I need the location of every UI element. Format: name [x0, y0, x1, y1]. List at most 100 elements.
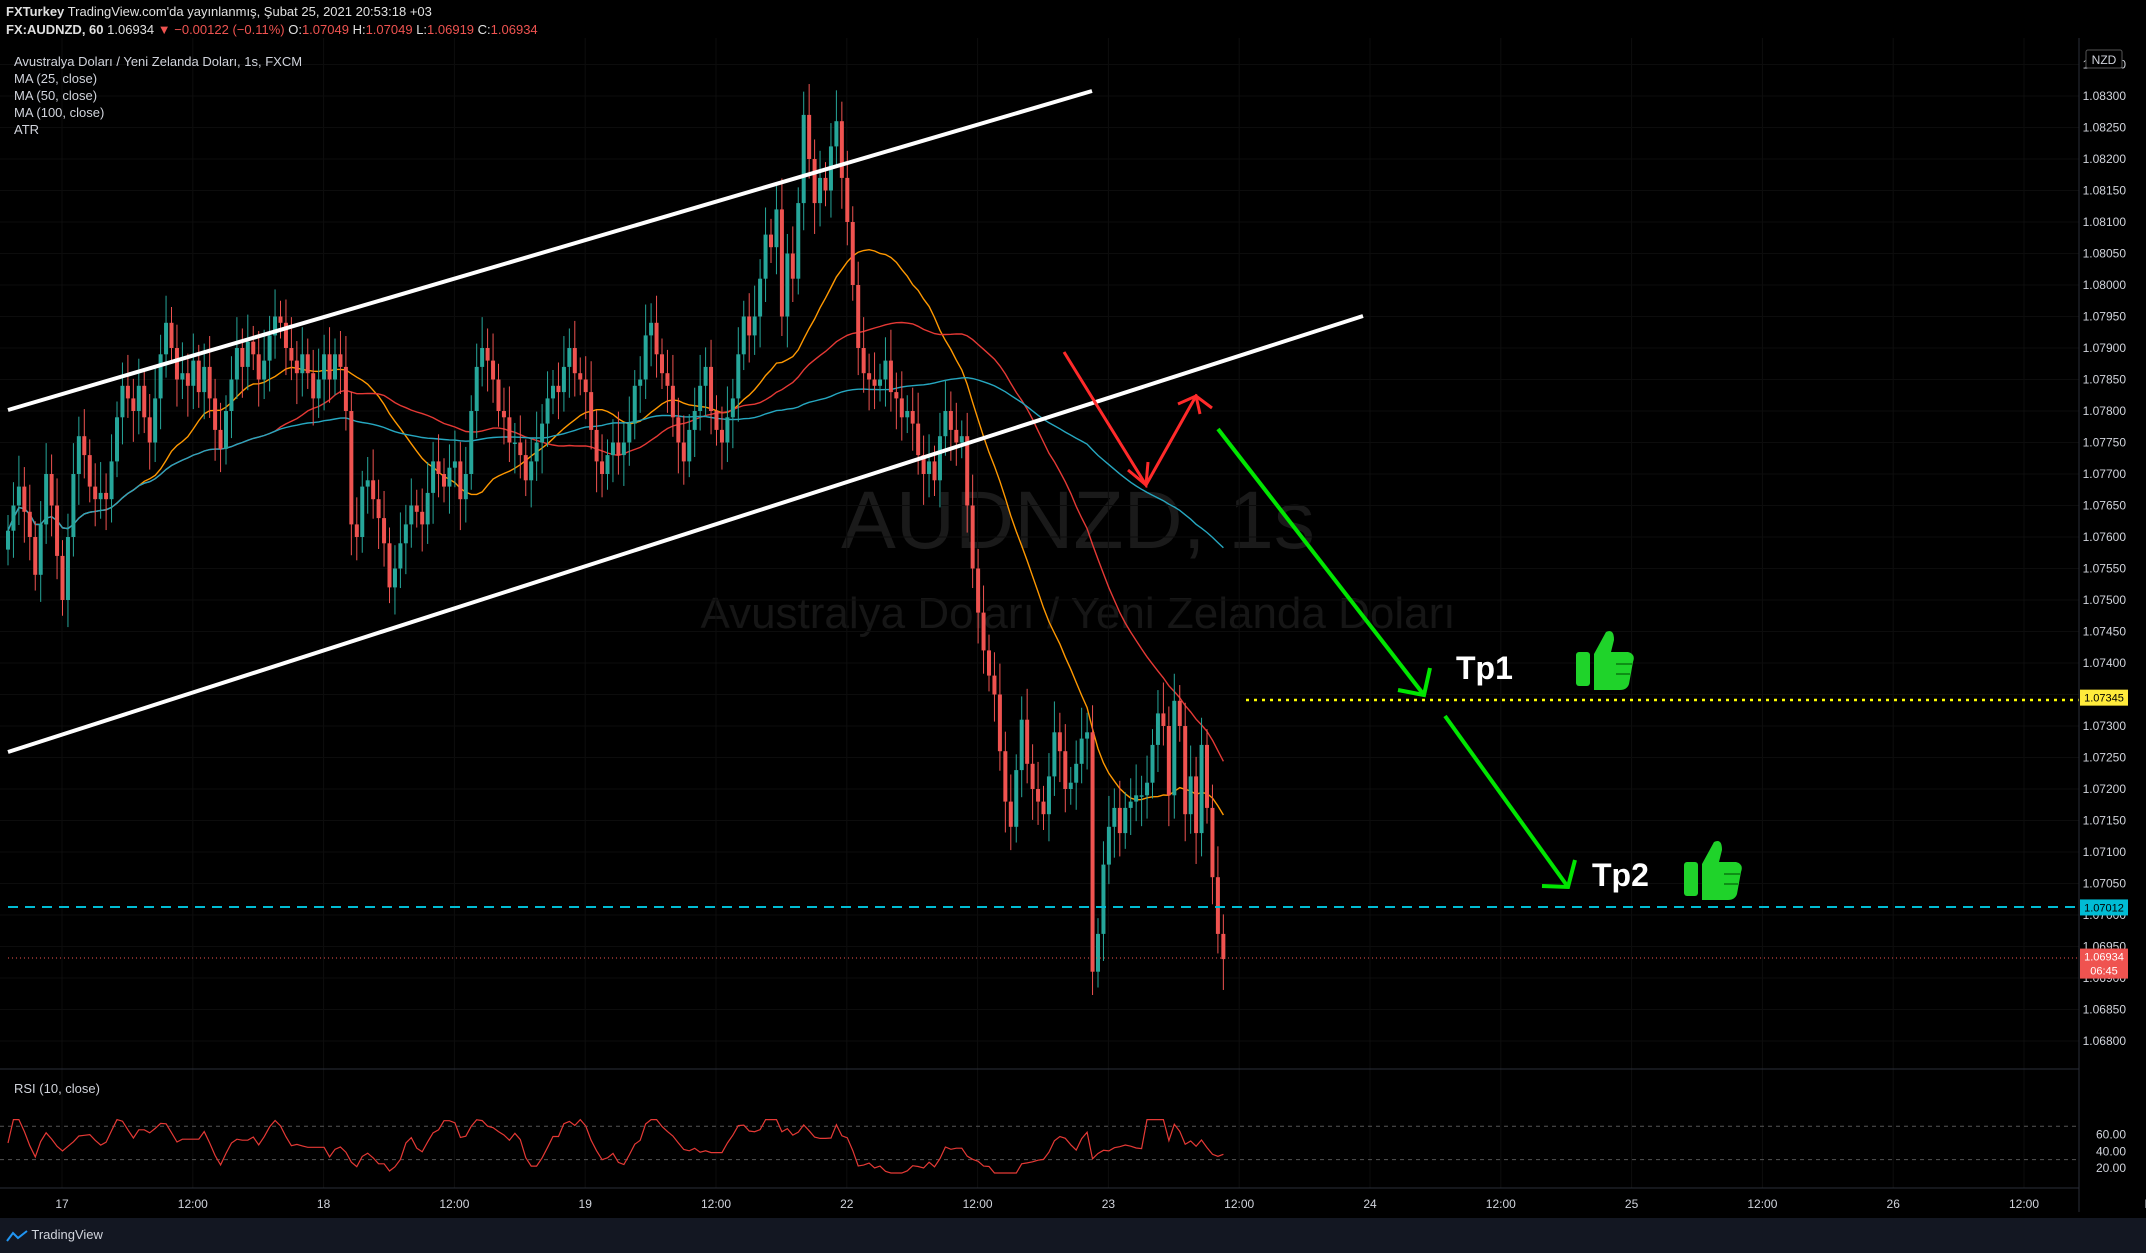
price-tick-label: 1.07750: [2083, 436, 2127, 450]
time-tick-label: 25: [1625, 1197, 1639, 1211]
candle-body: [910, 411, 915, 424]
tradingview-logo[interactable]: TradingView: [6, 1227, 103, 1242]
candle-body: [104, 492, 109, 500]
candle-body: [1128, 801, 1133, 808]
price-tick-label: 1.07050: [2083, 877, 2127, 891]
candle-body: [1172, 700, 1177, 796]
candle-body: [485, 348, 490, 361]
candle-body: [365, 480, 370, 487]
currency-badge[interactable]: NZD: [2092, 53, 2117, 67]
candle-body: [480, 348, 485, 367]
candle-body: [425, 492, 430, 525]
candle-body: [534, 442, 539, 462]
high-value: 1.07049: [365, 22, 413, 37]
currency-badge-box[interactable]: [2085, 49, 2123, 69]
candle-body: [76, 436, 81, 474]
legend-title: Avustralya Doları / Yeni Zelanda Doları,…: [14, 54, 302, 69]
price-tick-label: 1.07950: [2083, 310, 2127, 324]
candle-body: [224, 411, 228, 449]
price-tick-label: 1.07550: [2083, 562, 2127, 576]
candle-body: [883, 360, 888, 380]
candle-body: [654, 322, 659, 355]
green-arrow-tp2[interactable]: [1443, 714, 1570, 889]
candle-body: [1036, 789, 1041, 802]
candle-body: [970, 505, 975, 569]
candle-body: [649, 322, 654, 336]
ma-25-line: [7, 248, 1224, 816]
candle-body: [992, 675, 997, 695]
candle-body: [136, 385, 141, 411]
candle-body: [545, 398, 550, 424]
candle-body: [899, 398, 904, 418]
symbol-label: FX:AUDNZD, 60: [6, 22, 104, 37]
candle-body: [736, 354, 741, 399]
time-tick-label: 17: [55, 1197, 69, 1211]
candle-body: [643, 335, 648, 380]
price-tick-label: 1.06800: [2083, 1034, 2127, 1048]
green-arrow-tp1[interactable]: [1216, 427, 1426, 697]
price-tick-label: 1.08250: [2083, 121, 2127, 135]
open-value: 1.07049: [301, 22, 349, 37]
green-arrowhead-tp2: [1541, 859, 1577, 890]
price-tick-label: 1.07300: [2083, 719, 2127, 733]
candle-body: [567, 348, 572, 367]
candle-body: [981, 612, 986, 651]
candle-body: [1057, 732, 1062, 752]
candle-body: [87, 455, 92, 487]
candle-body: [698, 385, 703, 411]
candle-body: [1150, 744, 1155, 783]
red-zigzag-arrow[interactable]: [1062, 351, 1213, 488]
legend: Avustralya Doları / Yeni Zelanda Doları,…: [14, 54, 302, 137]
candle-body: [447, 467, 452, 487]
time-tick-label: 12:00: [1486, 1197, 1516, 1211]
candle-body: [474, 366, 479, 411]
candle-body: [878, 379, 882, 386]
price-tick-label: 1.08050: [2083, 247, 2127, 261]
candle-body: [561, 366, 566, 393]
channel-upper-line[interactable]: [7, 89, 1093, 412]
candle-body: [44, 474, 49, 525]
candle-body: [196, 360, 201, 393]
price-level-tag: [2080, 948, 2128, 979]
candle-body: [1041, 801, 1046, 815]
candle-body: [382, 518, 387, 544]
candle-body: [60, 555, 65, 600]
time-axis[interactable]: 17 12:00 18 12:00 19 12:00 22 12:00 23 12:00 24 12:…: [55, 1197, 2146, 1211]
candle-body: [289, 348, 294, 361]
candle-body: [1074, 763, 1079, 783]
price-tick-label: 1.07500: [2083, 593, 2127, 607]
candle-body: [207, 366, 212, 399]
candle-body: [621, 442, 626, 456]
candle-body: [632, 385, 637, 424]
candle-body: [213, 398, 218, 430]
candle-body: [1199, 744, 1204, 834]
ma-100-line: [7, 376, 1224, 549]
legend-ma100: MA (100, close): [14, 105, 104, 120]
candle-body: [49, 474, 54, 506]
red-arrowhead-1: [1127, 461, 1150, 488]
candle-body: [965, 436, 970, 506]
time-tick-label: 19: [579, 1197, 593, 1211]
candle-body: [589, 392, 594, 430]
candle-body: [1117, 807, 1122, 834]
candle-body: [703, 366, 708, 386]
candle-body: [1101, 864, 1106, 934]
candle-body: [872, 379, 877, 386]
price-tick-label: 1.06850: [2083, 1003, 2127, 1017]
price-chart[interactable]: AUDNZD, 1s Avustralya Doları / Yeni Zela…: [0, 0, 2146, 1218]
candle-body: [665, 373, 670, 386]
candle-body: [758, 278, 763, 317]
candle-body: [180, 373, 185, 380]
candle-body: [501, 411, 506, 418]
candle-body: [987, 650, 991, 676]
author-name: FXTurkey: [6, 4, 65, 19]
candle-body: [1063, 751, 1068, 789]
channel-lower-line[interactable]: [7, 314, 1364, 754]
candle-body: [11, 505, 16, 531]
candle-body: [1019, 719, 1024, 771]
candle-body: [948, 411, 953, 430]
candle-body: [283, 322, 288, 348]
candle-body: [16, 486, 21, 506]
candle-body: [1205, 744, 1209, 808]
brand-name: TradingView: [31, 1227, 103, 1242]
